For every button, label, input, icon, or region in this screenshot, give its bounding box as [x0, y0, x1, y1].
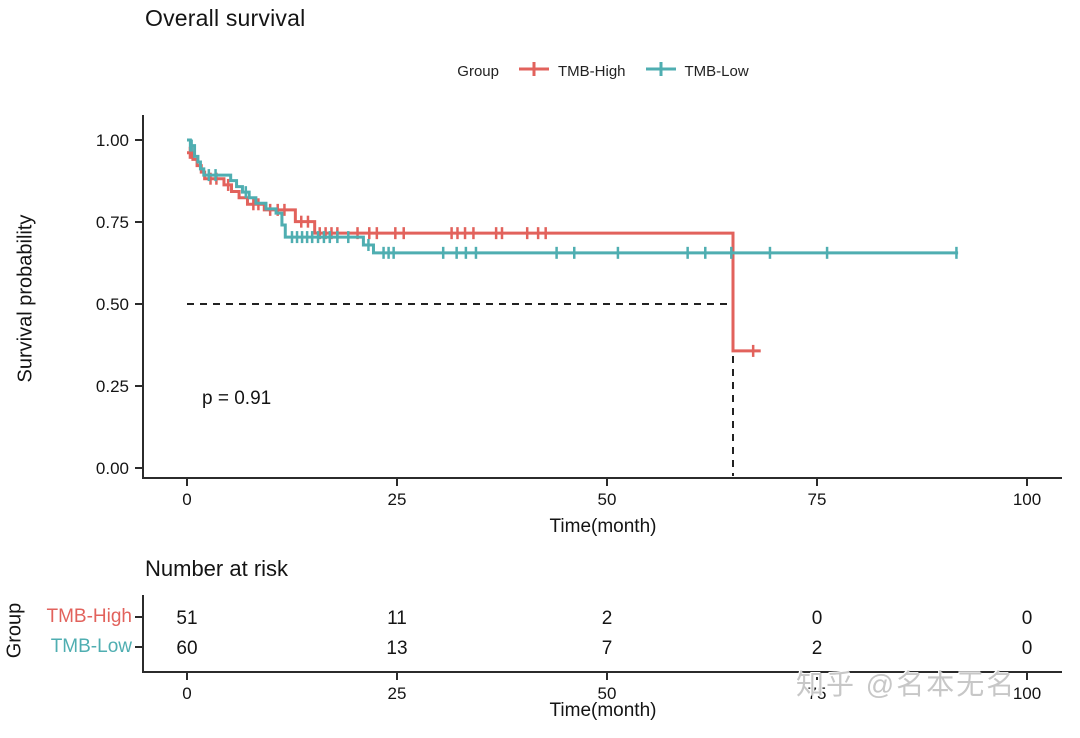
- plot-title: Overall survival: [145, 5, 306, 31]
- p-value-annotation: p = 0.91: [202, 388, 272, 409]
- x-tick-label: 100: [1013, 490, 1041, 509]
- risk-count: 2: [602, 608, 613, 629]
- risk-x-tick-label: 50: [598, 684, 617, 703]
- risk-count: 0: [1022, 608, 1033, 629]
- watermark: 知乎 @名本无名: [796, 669, 1017, 700]
- risk-count: 7: [602, 638, 613, 659]
- risk-group-axis-label: Group: [3, 602, 26, 659]
- x-tick-label: 0: [182, 490, 191, 509]
- x-tick-label: 75: [808, 490, 827, 509]
- legend-label-tmb-low: TMB-Low: [684, 62, 749, 80]
- risk-x-axis-label: Time(month): [549, 700, 657, 721]
- risk-count: 11: [387, 608, 407, 629]
- x-axis-label: Time(month): [549, 516, 657, 537]
- y-tick-label: 1.00: [96, 131, 129, 150]
- y-tick-label: 0.75: [96, 213, 129, 232]
- risk-row-label-tmb-high: TMB-High: [46, 606, 132, 627]
- risk-count: 0: [1022, 638, 1033, 659]
- tmb-high-key-icon: [517, 60, 551, 82]
- risk-x-tick-label: 75: [808, 684, 827, 703]
- x-tick-label: 50: [598, 490, 617, 509]
- risk-x-tick-label: 100: [1013, 684, 1041, 703]
- risk-count: 51: [176, 608, 197, 629]
- tmb-low-key-icon: [644, 60, 678, 82]
- y-tick-label: 0.50: [96, 295, 129, 314]
- y-tick-label: 0.25: [96, 377, 129, 396]
- risk-table-title: Number at risk: [145, 556, 289, 581]
- risk-count: 2: [812, 638, 823, 659]
- x-tick-label: 25: [388, 490, 407, 509]
- risk-x-tick-label: 25: [388, 684, 407, 703]
- y-axis-label: Survival probability: [14, 214, 37, 383]
- risk-count: 0: [812, 608, 823, 629]
- tmb-high-curve: [187, 151, 761, 353]
- risk-count: 13: [386, 638, 407, 659]
- legend-item-tmb-low: TMB-Low: [644, 60, 749, 82]
- risk-row-label-tmb-low: TMB-Low: [50, 636, 132, 657]
- legend-title: Group: [457, 62, 499, 80]
- risk-x-tick-label: 0: [182, 684, 191, 703]
- legend-label-tmb-high: TMB-High: [558, 62, 626, 80]
- y-tick-label: 0.00: [96, 459, 129, 478]
- legend: Group TMB-High TMB-Low: [143, 60, 1063, 82]
- legend-item-tmb-high: TMB-High: [517, 60, 626, 82]
- risk-count: 60: [176, 638, 197, 659]
